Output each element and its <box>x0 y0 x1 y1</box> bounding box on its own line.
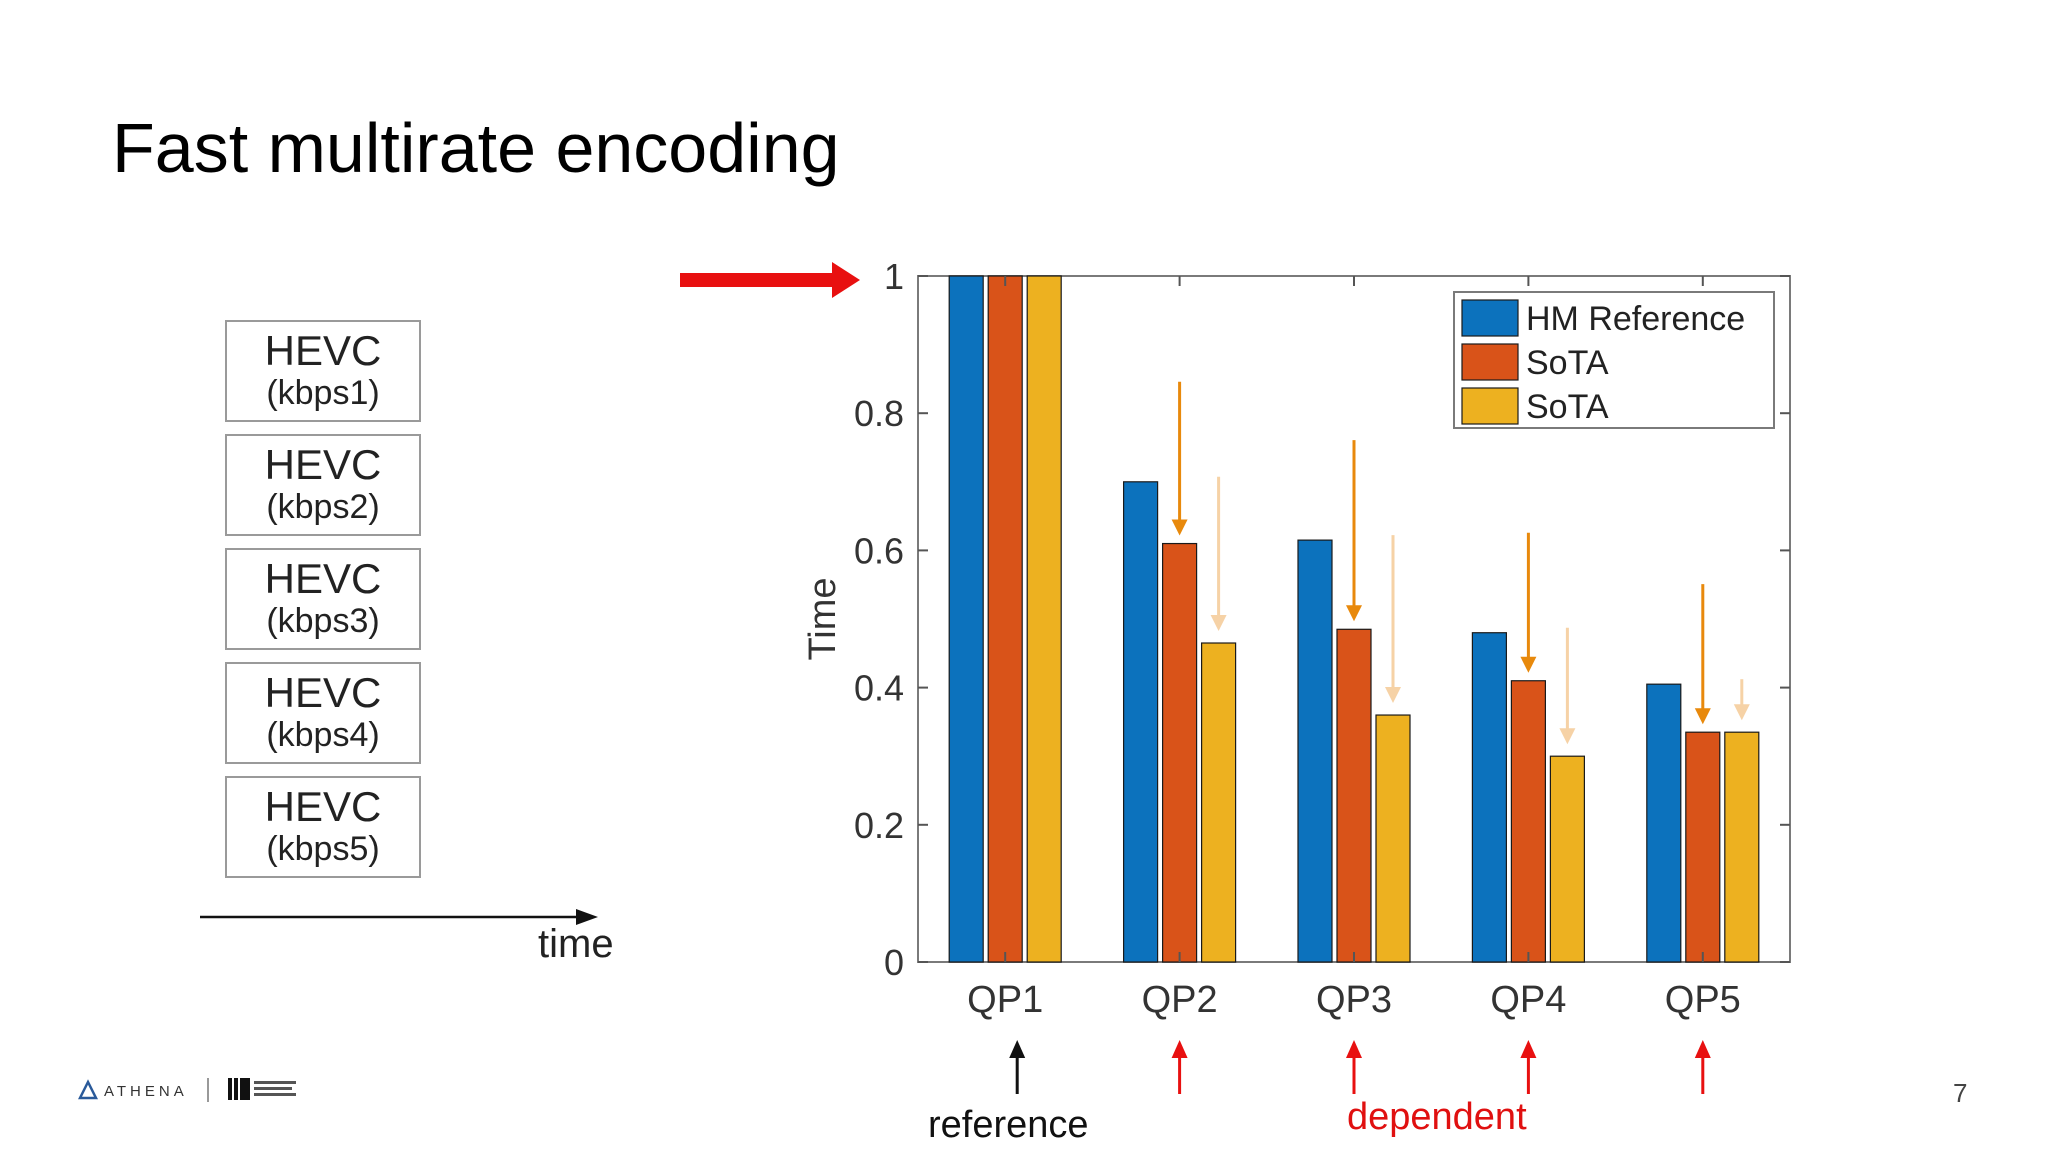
slide-title: Fast multirate encoding <box>112 109 840 187</box>
athena-logo-text: ATHENA <box>104 1083 188 1100</box>
university-logo-icon <box>228 1078 296 1100</box>
x-tick-label: QP2 <box>1142 979 1218 1021</box>
bar-qp3-series-3 <box>1375 714 1411 963</box>
hevc-box-5: HEVC (kbps5) <box>225 776 421 878</box>
bar-qp2-series-2 <box>1161 542 1198 963</box>
y-tick-label: 0.8 <box>854 393 904 434</box>
reduction-arrow-sota1-head <box>1694 708 1711 725</box>
legend-swatch-2 <box>1461 343 1519 381</box>
hevc-rate: (kbps3) <box>266 602 380 640</box>
bar-qp2-series-1 <box>1122 481 1159 963</box>
hevc-rate: (kbps2) <box>266 488 380 526</box>
bar-qp5-series-1 <box>1646 683 1682 963</box>
reduction-arrow-sota2-head <box>1733 704 1750 721</box>
reduction-arrow-sota2-head <box>1385 687 1401 704</box>
bar-qp3-series-1 <box>1297 539 1333 963</box>
hevc-rate: (kbps1) <box>266 374 380 412</box>
bar-qp5-series-3 <box>1724 731 1760 963</box>
x-tick-label: QP5 <box>1665 979 1741 1021</box>
bar-qp4-series-1 <box>1471 632 1508 963</box>
hevc-name: HEVC <box>264 669 382 716</box>
bar-qp4-series-2 <box>1510 680 1547 963</box>
dependent-up-arrow-head <box>1694 1040 1711 1058</box>
hevc-rate: (kbps5) <box>266 830 380 868</box>
hevc-rate: (kbps4) <box>266 716 380 754</box>
x-tick-label: QP4 <box>1490 979 1566 1021</box>
bar-qp2-series-3 <box>1200 642 1237 963</box>
y-axis-label: Time <box>802 577 844 660</box>
dependent-up-arrow-head <box>1520 1040 1537 1058</box>
x-tick-label: QP3 <box>1316 979 1392 1021</box>
y-tick-label: 0.2 <box>854 805 904 846</box>
time-axis-arrow <box>200 909 598 925</box>
y-tick-label: 1 <box>884 256 904 297</box>
hevc-name: HEVC <box>264 327 382 374</box>
legend-label-3: SoTA <box>1526 388 1609 426</box>
y-tick-label: 0.6 <box>854 530 904 571</box>
hevc-box-4: HEVC (kbps4) <box>225 662 421 764</box>
dependent-label: dependent <box>1347 1096 1527 1138</box>
page-number: 7 <box>1953 1078 1968 1108</box>
bar-qp1-series-3 <box>1026 275 1062 963</box>
x-tick-label: QP1 <box>967 979 1043 1021</box>
reduction-arrow-sota2-head <box>1210 615 1227 632</box>
reduction-arrow-sota2-head <box>1559 728 1576 745</box>
hevc-name: HEVC <box>264 441 382 488</box>
hevc-box-3: HEVC (kbps3) <box>225 548 421 650</box>
legend-label-2: SoTA <box>1526 344 1609 382</box>
y-tick-label: 0 <box>884 942 904 983</box>
time-axis-label: time <box>538 922 614 966</box>
athena-logo-icon <box>78 1079 99 1100</box>
bar-qp1-series-1 <box>948 275 984 963</box>
hevc-name: HEVC <box>264 783 382 830</box>
reference-up-arrow-head <box>1009 1040 1026 1058</box>
reduction-arrow-sota1-head <box>1171 519 1188 536</box>
bar-qp5-series-2 <box>1685 731 1721 963</box>
reduction-arrow-sota1-head <box>1346 605 1362 622</box>
bar-qp1-series-2 <box>987 275 1023 963</box>
hevc-name: HEVC <box>264 555 382 602</box>
hevc-box-1: HEVC (kbps1) <box>225 320 421 422</box>
y-tick-label: 0.4 <box>854 668 904 709</box>
legend-swatch-3 <box>1461 387 1519 425</box>
hevc-box-2: HEVC (kbps2) <box>225 434 421 536</box>
legend-swatch-1 <box>1461 299 1519 337</box>
reduction-arrow-sota1-head <box>1520 656 1537 673</box>
dependent-up-arrow-head <box>1171 1040 1188 1058</box>
red-pointer-arrow-head <box>832 262 860 298</box>
footer-logos: ATHENA <box>78 1078 296 1102</box>
dependent-up-arrow-head <box>1346 1040 1362 1058</box>
bar-qp3-series-2 <box>1336 628 1372 963</box>
reference-label: reference <box>928 1104 1089 1146</box>
legend-label-1: HM Reference <box>1526 300 1745 338</box>
bar-qp4-series-3 <box>1549 755 1586 963</box>
